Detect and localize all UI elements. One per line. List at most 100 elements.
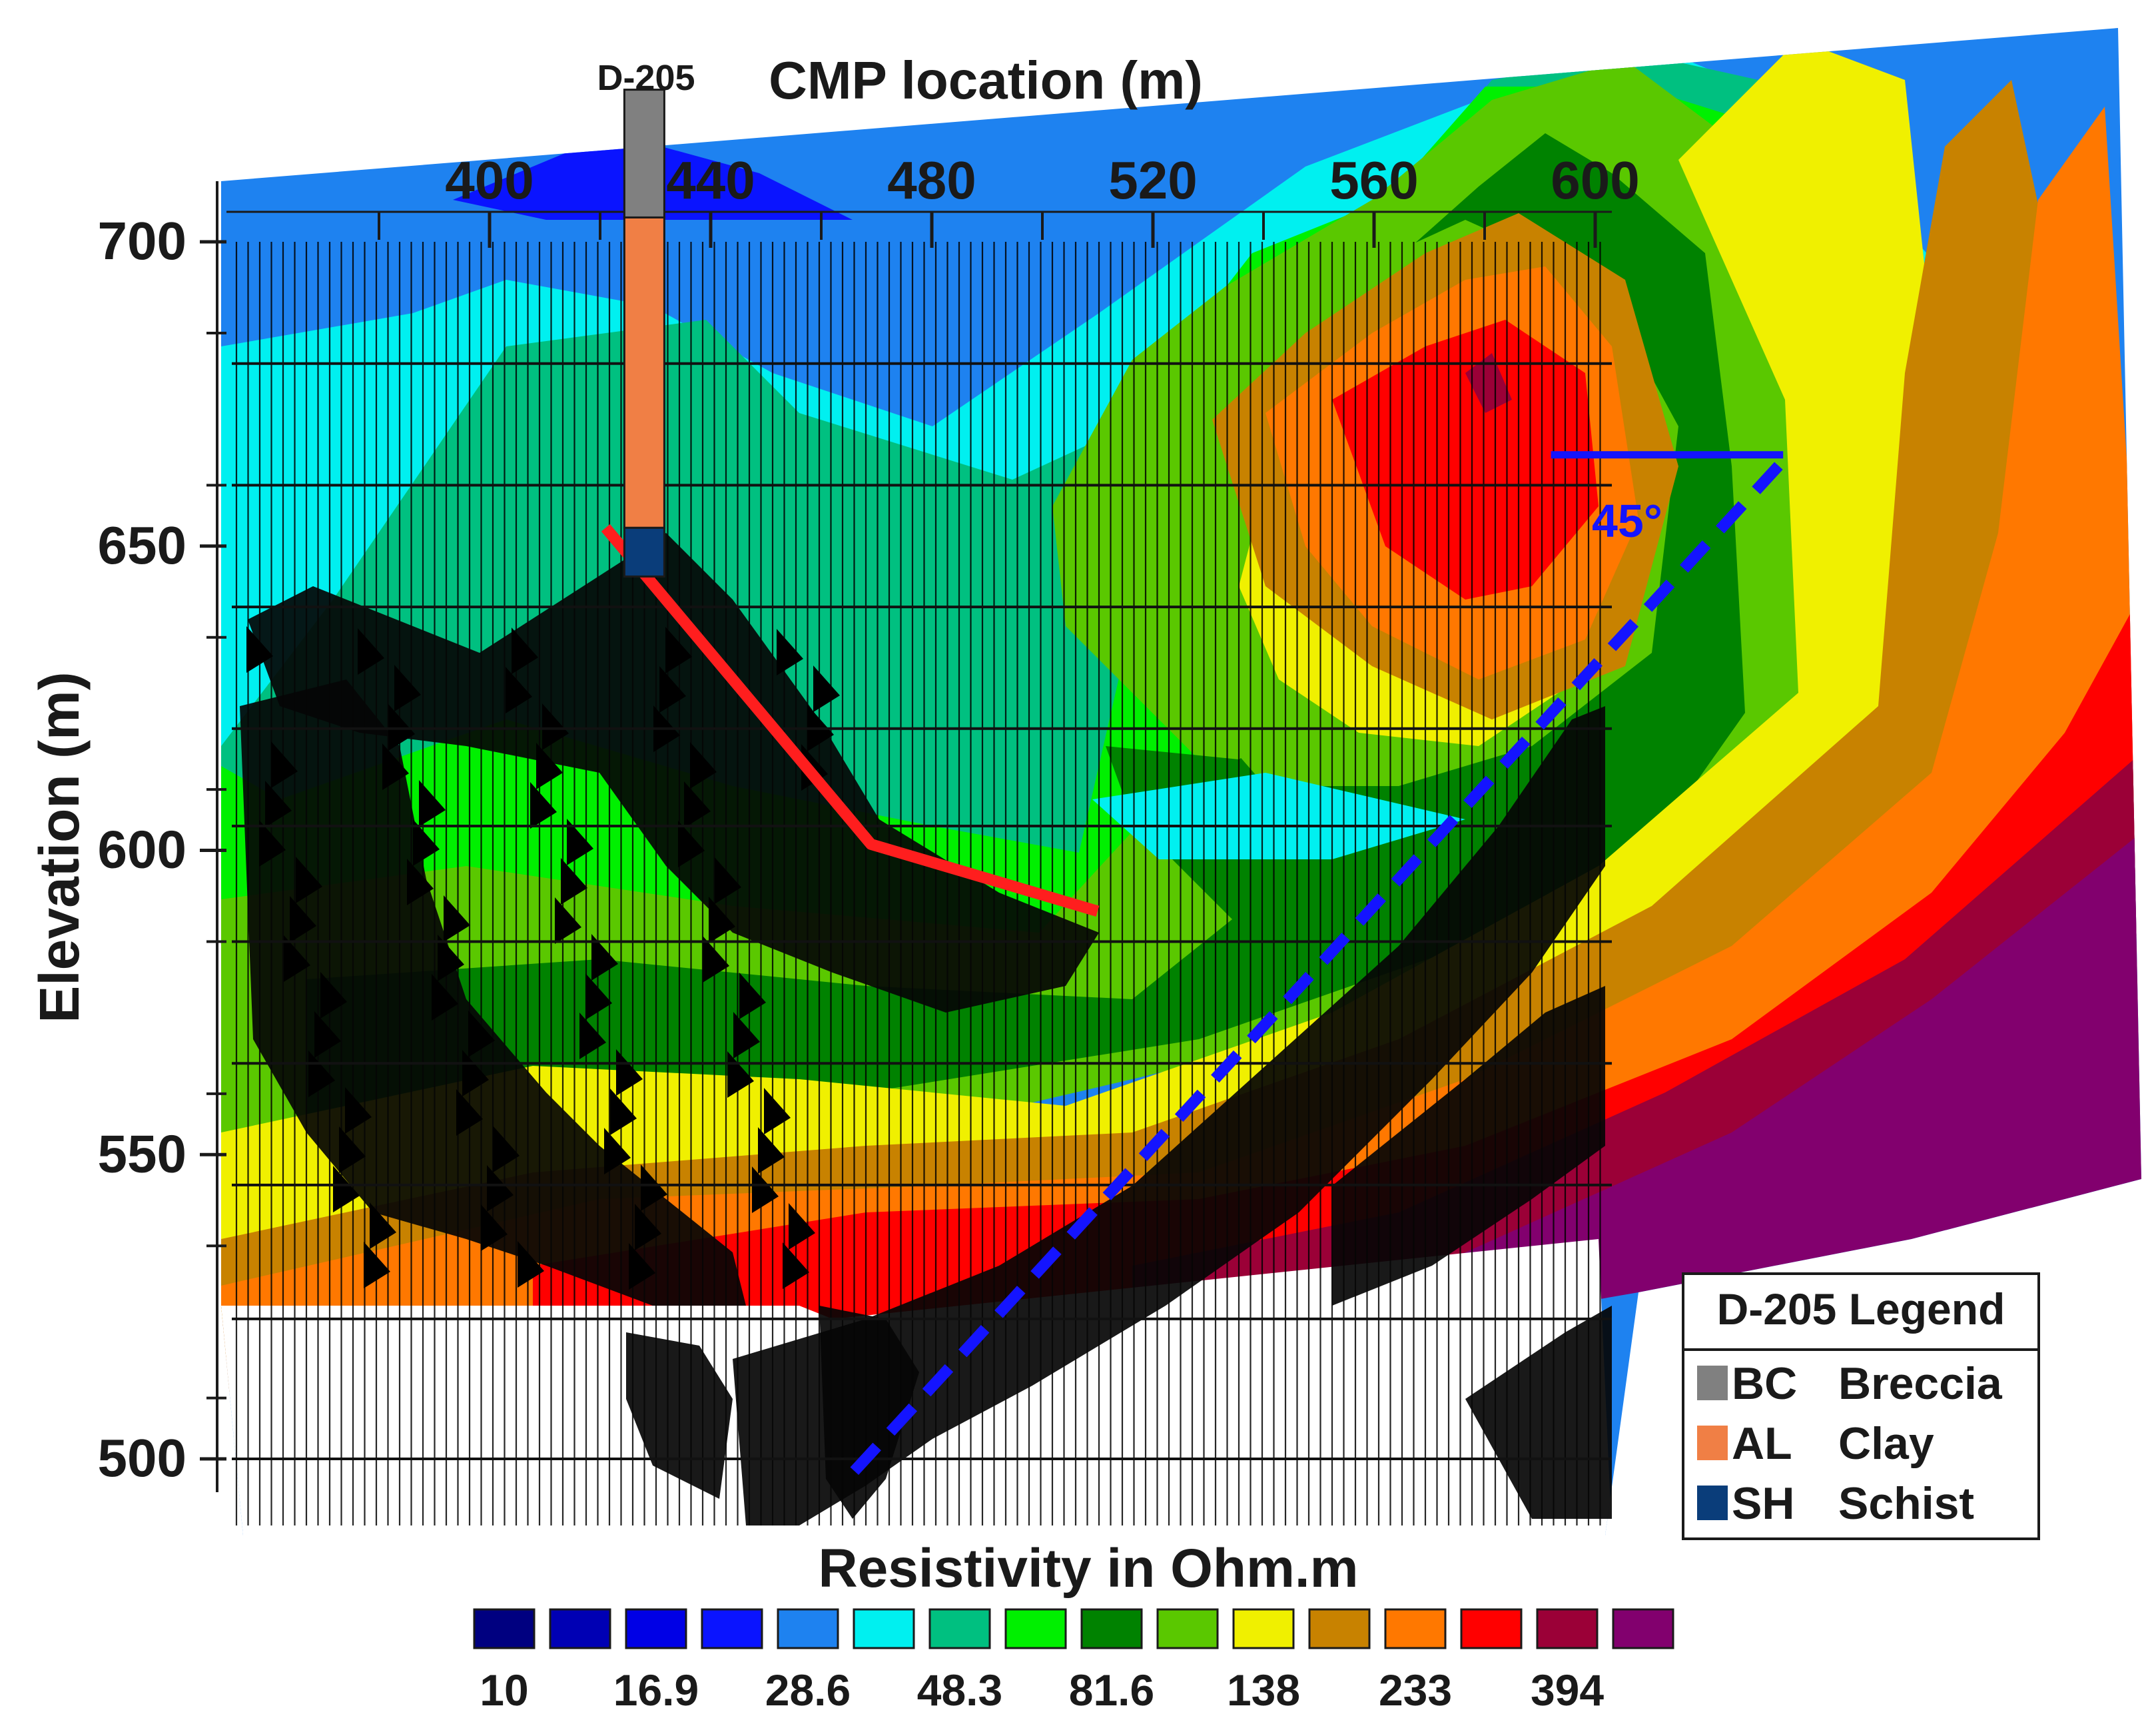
- wiggle-lobe: [783, 1242, 809, 1289]
- colorbar-label: 233: [1379, 1665, 1452, 1715]
- wiggle-lobe: [579, 1013, 606, 1059]
- wiggle-lobe: [659, 666, 686, 713]
- top-tick-label: 440: [666, 151, 755, 210]
- wiggle-lobe: [709, 897, 735, 943]
- wiggle-lobe: [506, 667, 532, 713]
- wiggle-lobe: [555, 897, 581, 944]
- legend-box: [1682, 1272, 2040, 1540]
- wiggle-lobe: [616, 1049, 643, 1096]
- wiggle-lobe: [419, 780, 446, 827]
- colorbar-label: 138: [1227, 1665, 1300, 1715]
- reflector-band: [248, 533, 1099, 1013]
- colorbar-swatch: [1612, 1608, 1674, 1649]
- wiggle-lobe: [290, 896, 316, 943]
- colorbar-label: 28.6: [765, 1665, 851, 1715]
- band-purple: [1199, 833, 2141, 1346]
- colorbar-swatch: [777, 1608, 839, 1649]
- top-tick-label: 400: [445, 151, 534, 210]
- legend-title: D-205 Legend: [1717, 1284, 2005, 1334]
- wiggle-lobe: [610, 1088, 637, 1135]
- wiggle-lobe: [314, 1011, 341, 1058]
- reflector-band: [240, 679, 746, 1306]
- wiggle-lobe: [530, 782, 557, 829]
- wiggle-lobe: [591, 934, 618, 981]
- wiggle-lobe: [345, 1087, 372, 1134]
- colorbar-swatch: [1156, 1608, 1219, 1649]
- band-red-inner: [1332, 320, 1599, 600]
- wiggle-lobe: [320, 972, 347, 1019]
- top-axis: 400 440 480 520 560 600 CMP location (m): [226, 51, 1640, 248]
- colorbar-label: 48.3: [917, 1665, 1002, 1715]
- wiggle-lobe: [413, 819, 440, 866]
- resistivity-colorbar: Resistivity in Ohm.m 10 16.9 28.6 48.3 81.6 1…: [473, 1538, 1674, 1715]
- wiggle-lobe: [801, 744, 828, 791]
- top-tick-label: 560: [1329, 151, 1418, 210]
- wiggle-lobe: [641, 1164, 667, 1211]
- left-tick-label: 700: [98, 211, 186, 270]
- legend-swatch-bc: [1697, 1366, 1728, 1400]
- left-tick-label: 550: [98, 1124, 186, 1183]
- top-axis-label: CMP location (m): [769, 51, 1203, 110]
- wiggle-lobe: [438, 935, 464, 981]
- left-axis: 700 650 600 550 500 Elevation (m): [28, 181, 226, 1492]
- top-tick-label: 520: [1108, 151, 1197, 210]
- wiggle-lobe: [296, 857, 322, 903]
- wiggle-lobe: [339, 1126, 366, 1173]
- wiggle-lobe: [733, 1012, 760, 1059]
- wiggle-lobe: [739, 973, 766, 1019]
- wiggle-lobe: [629, 1243, 655, 1290]
- wiggle-lobe: [665, 627, 692, 673]
- wiggle-lobe: [284, 935, 310, 982]
- colorbar-label: 394: [1531, 1665, 1604, 1715]
- colorbar-swatch: [853, 1608, 915, 1649]
- colorbar-swatch: [549, 1608, 611, 1649]
- wiggle-lobe: [265, 781, 292, 827]
- wiggle-lobe: [567, 819, 593, 865]
- left-tick-label: 500: [98, 1428, 186, 1488]
- wiggle-lobe: [715, 857, 741, 904]
- legend-code: AL: [1732, 1418, 1792, 1469]
- borehole-interval-al: [623, 216, 665, 529]
- reflector-band: [1332, 986, 1605, 1306]
- legend-name: Clay: [1838, 1418, 1934, 1469]
- wiggle-lobe: [561, 858, 587, 905]
- angle-label: 45°: [1592, 495, 1662, 547]
- colorbar-label: 81.6: [1069, 1665, 1154, 1715]
- wiggle-lobe: [604, 1128, 631, 1174]
- wiggle-lobe: [764, 1088, 791, 1134]
- reflector-band: [819, 1306, 919, 1519]
- wiggle-lobe: [678, 821, 705, 867]
- colorbar-swatch: [928, 1608, 991, 1649]
- band-maroon-core: [1465, 353, 1512, 413]
- borehole-d205: D-205: [597, 58, 695, 578]
- red-interpretation-line: [601, 524, 1100, 917]
- colorbar-swatch: [1536, 1608, 1599, 1649]
- wiggle-lobe: [271, 741, 298, 788]
- wiggle-lobe: [690, 742, 717, 789]
- colorbar-swatch: [1308, 1608, 1371, 1649]
- colorbar-swatch: [1080, 1608, 1143, 1649]
- colorbar-swatch: [1004, 1608, 1067, 1649]
- wiggle-lobe: [542, 703, 569, 750]
- legend-name: Breccia: [1838, 1358, 2003, 1409]
- wiggle-lobe: [456, 1089, 483, 1136]
- wiggle-lobe: [333, 1166, 360, 1212]
- wiggle-lobe: [777, 629, 803, 675]
- wiggle-lobe: [259, 820, 286, 867]
- legend-code: BC: [1732, 1358, 1797, 1409]
- wiggle-lobe: [813, 665, 840, 712]
- wiggle-lobe: [382, 743, 409, 790]
- wiggle-lobe: [487, 1165, 514, 1212]
- wiggle-lobe: [394, 665, 421, 711]
- reflector-band: [626, 1332, 733, 1499]
- colorbar-label: 16.9: [613, 1665, 699, 1715]
- legend-swatch-al: [1697, 1426, 1728, 1460]
- wiggle-lobe: [364, 1242, 390, 1288]
- colorbar-swatch: [473, 1608, 536, 1649]
- wiggle-lobe: [444, 895, 470, 942]
- wiggle-lobe: [462, 1050, 489, 1096]
- wiggle-lobe: [703, 936, 729, 983]
- borehole-legend: D-205 Legend BC Breccia AL Clay SH Schist: [1682, 1272, 2040, 1540]
- seismic-wiggle-fills: [240, 533, 1612, 1525]
